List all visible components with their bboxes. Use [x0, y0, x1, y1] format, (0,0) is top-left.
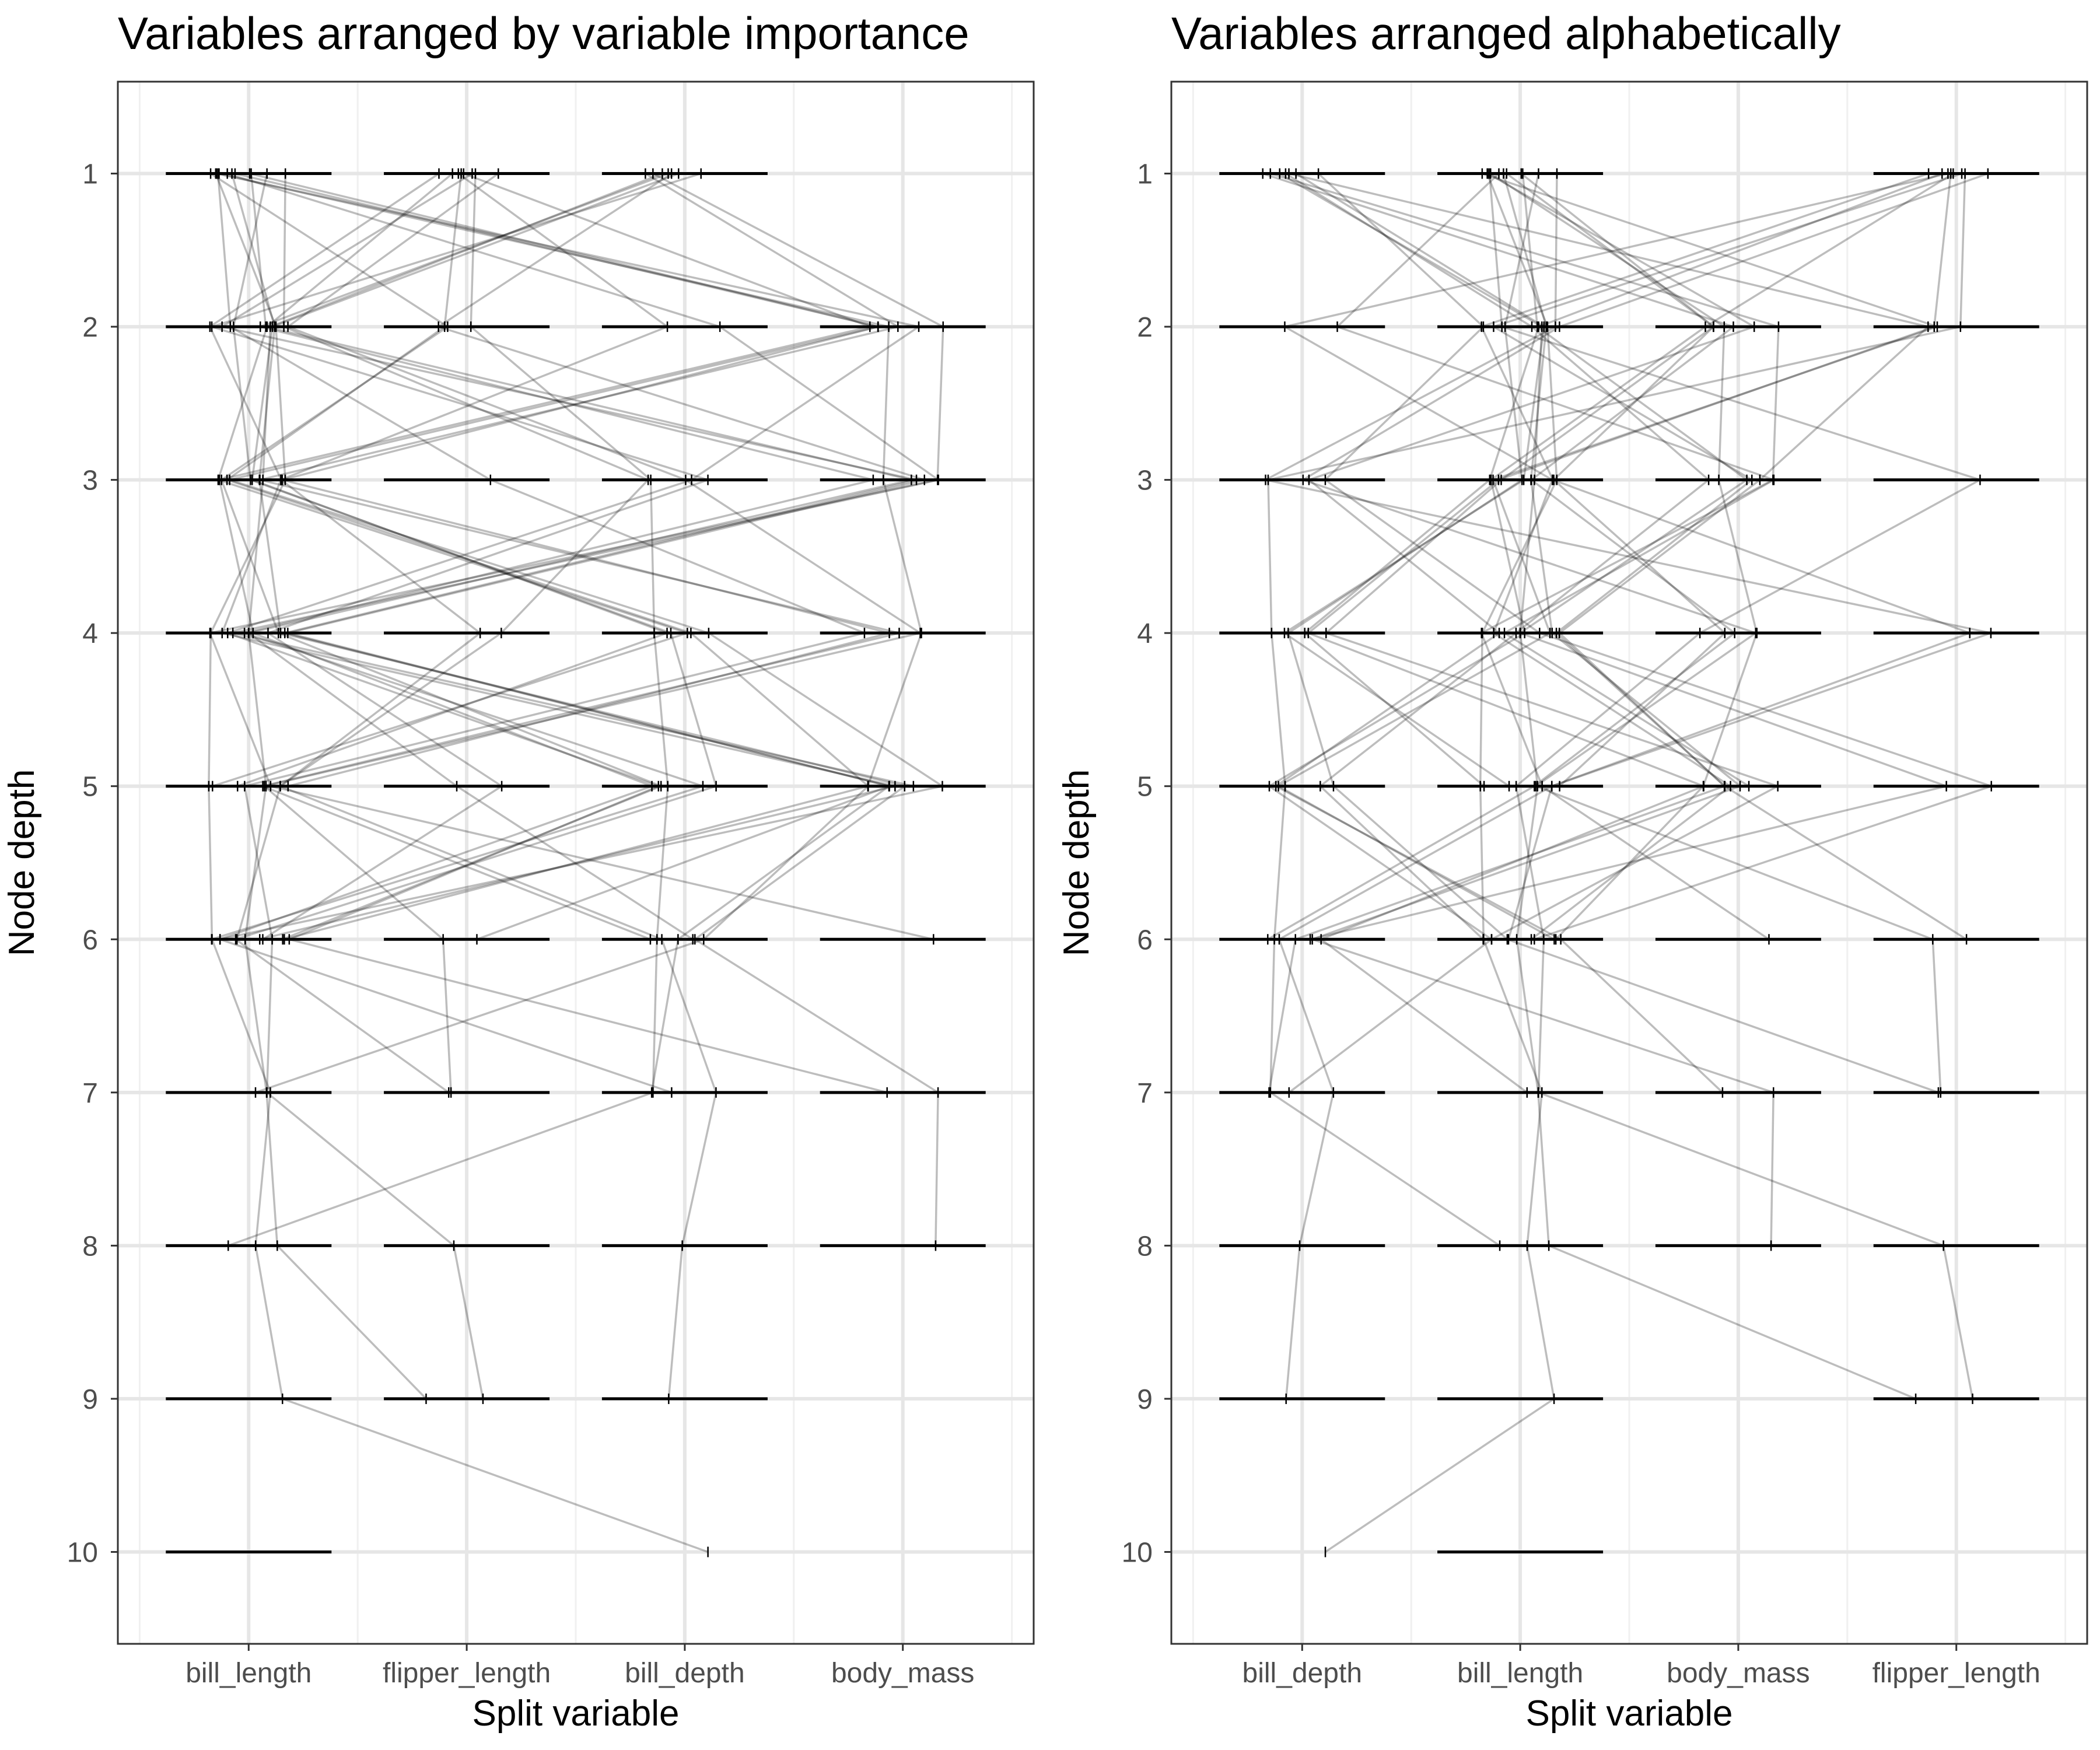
x-tick-label: body_mass — [831, 1658, 974, 1689]
x-tick-label: body_mass — [1667, 1658, 1810, 1689]
depth-bars — [1219, 172, 2039, 1553]
split-path — [219, 172, 923, 940]
split-path — [230, 173, 939, 1246]
y-axis: 1 2 3 4 5 6 7 8 9 10 — [67, 159, 118, 1568]
x-axis-title: Split variable — [473, 1693, 680, 1734]
x-tick-label: bill_depth — [1242, 1658, 1363, 1689]
y-tick-label: 3 — [82, 466, 98, 496]
split-path — [236, 173, 650, 940]
split-path — [1267, 173, 1954, 940]
y-tick-label: 5 — [1137, 772, 1153, 803]
split-path — [1262, 173, 1995, 940]
y-tick-label: 7 — [1137, 1078, 1153, 1109]
x-tick-label: bill_length — [186, 1658, 312, 1689]
split-path — [208, 172, 712, 940]
split-path — [208, 172, 944, 941]
split-path — [1276, 172, 1941, 940]
y-tick-label: 9 — [1137, 1384, 1153, 1415]
split-path — [1270, 172, 1780, 940]
split-path — [1490, 173, 1758, 940]
y-tick-label: 8 — [1137, 1231, 1153, 1262]
y-axis: 1 2 3 4 5 6 7 8 9 10 — [1122, 159, 1171, 1568]
y-tick-label: 1 — [1137, 159, 1153, 190]
split-path — [220, 173, 895, 941]
y-tick-label: 5 — [82, 772, 98, 803]
panel-border — [1170, 80, 2088, 1645]
y-tick-label: 6 — [82, 925, 98, 956]
split-path — [210, 173, 664, 940]
chart-title: Variables arranged alphabetically — [1171, 8, 1841, 59]
y-tick-label: 4 — [1137, 618, 1153, 649]
split-path — [218, 172, 874, 940]
split-ticks — [208, 168, 944, 1558]
y-axis-title: Node depth — [2, 769, 42, 957]
y-tick-label: 10 — [1122, 1537, 1153, 1568]
split-path — [1491, 172, 1968, 940]
split-path — [219, 173, 917, 940]
x-axis-title: Split variable — [1526, 1693, 1733, 1734]
x-tick-label: flipper_length — [1873, 1658, 2041, 1689]
split-ticks — [1262, 168, 1992, 1558]
split-path — [208, 173, 709, 1553]
split-path — [1267, 173, 1966, 1247]
y-tick-label: 3 — [1137, 466, 1153, 496]
y-tick-label: 10 — [67, 1537, 98, 1568]
split-path — [1284, 173, 1710, 940]
x-tick-label: flipper_length — [383, 1658, 551, 1689]
y-tick-label: 8 — [82, 1231, 98, 1262]
y-tick-label: 9 — [82, 1384, 98, 1415]
x-axis: bill_length flipper_length bill_depth body_… — [186, 1644, 974, 1689]
split-path — [1262, 172, 1737, 940]
chart-title: Variables arranged by variable importanc… — [118, 8, 970, 59]
split-path — [1309, 173, 1774, 1246]
split-path — [246, 173, 912, 940]
split-paths — [1262, 172, 1995, 1553]
panel-border — [117, 80, 1035, 1645]
y-tick-label: 2 — [1137, 312, 1153, 343]
split-path — [1282, 172, 1948, 940]
x-axis: bill_depth bill_length body_mass flipper_le… — [1242, 1644, 2041, 1689]
y-tick-label: 2 — [82, 312, 98, 343]
split-path — [228, 173, 669, 1247]
split-path — [1325, 173, 1558, 1553]
depth-bars — [166, 172, 986, 1553]
y-tick-label: 7 — [82, 1078, 98, 1109]
split-path — [1310, 173, 1950, 941]
y-tick-label: 4 — [82, 618, 98, 649]
y-axis-title: Node depth — [1056, 769, 1097, 957]
split-path — [259, 173, 901, 940]
split-path — [211, 172, 874, 940]
split-path — [1317, 173, 1995, 940]
panel-alphabetical: 1 2 3 4 5 6 7 8 9 10 bill_depth bill_length body_mas… — [1056, 8, 2088, 1734]
x-tick-label: bill_depth — [625, 1658, 745, 1689]
y-tick-label: 1 — [82, 159, 98, 190]
x-tick-label: bill_length — [1457, 1658, 1583, 1689]
y-tick-label: 6 — [1137, 925, 1153, 956]
